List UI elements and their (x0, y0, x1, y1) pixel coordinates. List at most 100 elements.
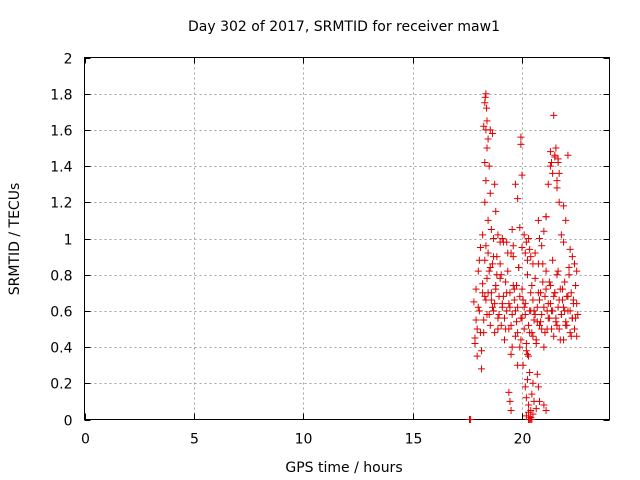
data-point (529, 379, 537, 387)
data-point (492, 285, 500, 293)
data-point (567, 289, 575, 297)
data-point (502, 325, 510, 333)
data-point (509, 282, 517, 290)
data-point (508, 343, 516, 351)
data-point (561, 278, 569, 286)
data-point (551, 151, 559, 159)
data-point (484, 216, 492, 224)
data-point (481, 93, 489, 101)
data-point (491, 329, 499, 337)
data-point (514, 329, 522, 337)
data-point (482, 242, 490, 250)
data-point (550, 332, 558, 340)
data-point (532, 339, 540, 347)
data-point (565, 271, 573, 279)
data-point (521, 249, 529, 257)
data-point (501, 314, 508, 322)
data-point (494, 314, 502, 322)
data-point (529, 332, 537, 340)
data-point (483, 144, 491, 152)
data-point (550, 292, 558, 300)
data-point (542, 285, 550, 293)
data-point (529, 260, 537, 268)
data-point (486, 263, 494, 271)
data-point (495, 311, 503, 319)
data-point (527, 416, 535, 423)
data-point (542, 213, 550, 221)
data-point (553, 177, 561, 185)
data-point (472, 285, 480, 293)
data-point (534, 289, 542, 297)
data-point (471, 339, 479, 347)
data-point (553, 321, 561, 329)
data-point (486, 321, 494, 329)
x-tick-label: 0 (81, 432, 90, 448)
data-point (505, 300, 513, 308)
data-point (518, 171, 526, 179)
data-point (474, 267, 482, 275)
data-point (536, 235, 543, 242)
data-point (542, 267, 550, 275)
data-point (510, 296, 518, 304)
data-point (546, 300, 554, 308)
data-point (536, 296, 543, 304)
data-point (567, 332, 575, 340)
data-point (514, 361, 522, 369)
data-point (487, 225, 495, 233)
y-tick-label: 1.4 (50, 160, 72, 176)
data-point (527, 289, 535, 297)
data-point (543, 307, 551, 315)
data-point (496, 238, 504, 246)
x-tick-label: 10 (295, 432, 313, 448)
data-point (515, 263, 523, 271)
y-tick-label: 0.2 (50, 377, 72, 393)
data-point (522, 347, 530, 355)
data-point (490, 307, 498, 315)
data-point (554, 158, 562, 166)
data-point (569, 296, 577, 304)
data-point (541, 329, 549, 337)
data-point (483, 311, 491, 319)
data-point (493, 253, 501, 261)
data-point (536, 321, 543, 329)
data-point (483, 104, 491, 112)
data-point (470, 298, 478, 306)
data-point (502, 278, 510, 286)
data-point (538, 325, 546, 333)
data-point (526, 329, 534, 337)
data-point (507, 406, 515, 414)
data-point (517, 336, 525, 344)
data-point (498, 303, 506, 311)
data-point (482, 177, 490, 185)
data-point (520, 325, 528, 333)
data-point (546, 282, 554, 290)
data-point (529, 410, 537, 418)
data-point (546, 162, 554, 170)
data-point (475, 307, 483, 315)
data-point (497, 271, 505, 279)
data-point (474, 303, 482, 311)
data-point (545, 278, 553, 286)
data-point (481, 198, 489, 206)
data-point (572, 282, 580, 290)
data-point (553, 184, 561, 192)
y-tick-label: 1.6 (50, 124, 72, 140)
data-point (509, 253, 517, 261)
data-point (496, 260, 504, 268)
data-point (475, 256, 483, 264)
data-point (510, 285, 518, 293)
data-point (503, 238, 511, 246)
data-point (562, 318, 570, 326)
data-point (531, 249, 539, 257)
data-point (523, 350, 531, 358)
y-axis-label: SRMTID / TECUs (7, 183, 23, 296)
data-point (520, 231, 528, 239)
data-point (568, 253, 576, 261)
data-point (494, 325, 502, 333)
data-point (548, 158, 556, 166)
plot-frame (84, 57, 610, 420)
data-point (472, 316, 480, 324)
data-point (522, 238, 530, 246)
data-point (573, 267, 581, 275)
data-point (501, 336, 508, 344)
